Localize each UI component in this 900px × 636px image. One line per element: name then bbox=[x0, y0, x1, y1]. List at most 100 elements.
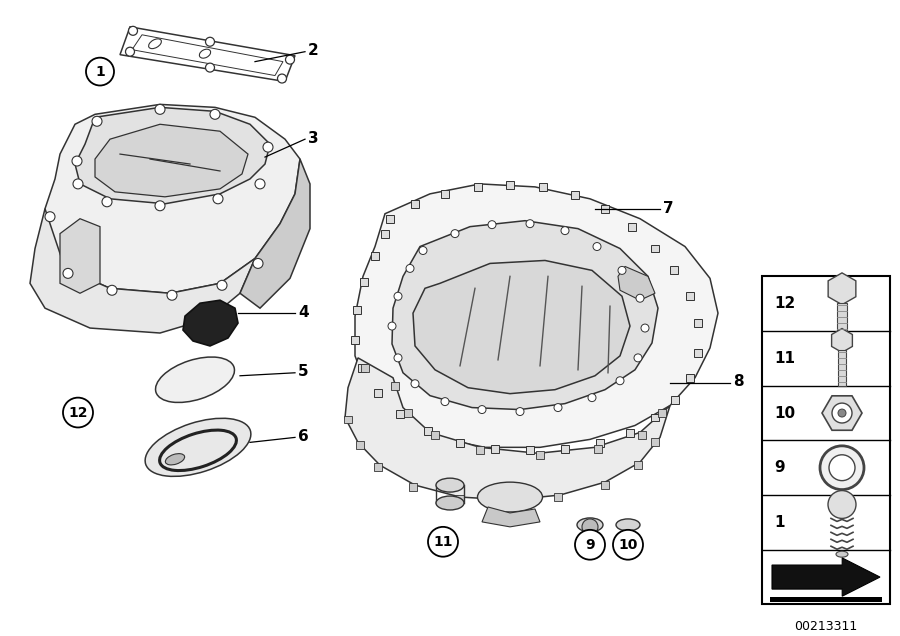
Ellipse shape bbox=[436, 478, 464, 492]
Polygon shape bbox=[618, 266, 655, 300]
Text: 00213311: 00213311 bbox=[795, 620, 858, 633]
Circle shape bbox=[616, 377, 624, 385]
Circle shape bbox=[277, 74, 286, 83]
Bar bbox=[594, 445, 602, 453]
Circle shape bbox=[575, 530, 605, 560]
Bar bbox=[491, 445, 499, 453]
Circle shape bbox=[641, 324, 649, 332]
Bar bbox=[374, 463, 382, 471]
Polygon shape bbox=[95, 124, 248, 197]
Polygon shape bbox=[355, 184, 718, 447]
Polygon shape bbox=[392, 221, 658, 410]
Bar bbox=[686, 374, 694, 382]
Bar bbox=[404, 408, 412, 417]
Text: 3: 3 bbox=[308, 130, 319, 146]
Circle shape bbox=[92, 116, 102, 127]
Text: 10: 10 bbox=[774, 406, 795, 420]
Circle shape bbox=[155, 201, 165, 211]
Polygon shape bbox=[60, 219, 100, 293]
Polygon shape bbox=[832, 329, 852, 352]
Bar bbox=[837, 303, 847, 335]
Ellipse shape bbox=[156, 357, 235, 403]
Bar bbox=[360, 279, 368, 286]
Text: 6: 6 bbox=[298, 429, 309, 444]
Bar bbox=[670, 266, 678, 274]
Bar bbox=[391, 382, 399, 390]
Bar bbox=[344, 415, 352, 424]
Bar bbox=[571, 191, 579, 199]
Circle shape bbox=[205, 63, 214, 72]
Circle shape bbox=[388, 322, 396, 330]
Bar bbox=[431, 431, 439, 439]
Bar bbox=[686, 293, 694, 300]
Ellipse shape bbox=[577, 518, 603, 532]
Circle shape bbox=[588, 394, 596, 401]
Bar bbox=[371, 252, 379, 261]
Bar bbox=[626, 429, 634, 438]
Circle shape bbox=[618, 266, 626, 274]
Circle shape bbox=[613, 530, 643, 560]
Bar bbox=[396, 410, 404, 417]
Circle shape bbox=[829, 455, 855, 481]
Ellipse shape bbox=[478, 482, 543, 512]
Circle shape bbox=[554, 404, 562, 411]
Circle shape bbox=[107, 286, 117, 295]
Polygon shape bbox=[482, 507, 540, 527]
Bar bbox=[634, 461, 642, 469]
Bar bbox=[374, 389, 382, 397]
Circle shape bbox=[526, 219, 534, 228]
Circle shape bbox=[213, 194, 223, 204]
Circle shape bbox=[561, 226, 569, 235]
Circle shape bbox=[516, 408, 524, 415]
Circle shape bbox=[820, 446, 864, 490]
Text: 9: 9 bbox=[585, 538, 595, 552]
Bar bbox=[694, 349, 702, 357]
Text: 9: 9 bbox=[774, 460, 785, 475]
Text: 4: 4 bbox=[298, 305, 309, 320]
Circle shape bbox=[102, 197, 112, 207]
Bar bbox=[554, 493, 562, 501]
Circle shape bbox=[129, 26, 138, 35]
Text: 11: 11 bbox=[774, 351, 795, 366]
Polygon shape bbox=[183, 300, 238, 346]
Circle shape bbox=[205, 38, 214, 46]
Bar bbox=[381, 230, 389, 238]
Bar bbox=[353, 306, 361, 314]
Polygon shape bbox=[240, 159, 310, 308]
Circle shape bbox=[263, 142, 273, 152]
Circle shape bbox=[155, 104, 165, 114]
Circle shape bbox=[488, 221, 496, 228]
Bar bbox=[694, 319, 702, 327]
Polygon shape bbox=[345, 358, 670, 500]
Bar bbox=[651, 438, 659, 446]
Bar bbox=[762, 277, 890, 604]
Bar bbox=[561, 445, 569, 453]
Bar bbox=[361, 364, 369, 372]
Circle shape bbox=[828, 490, 856, 518]
Bar bbox=[838, 350, 846, 386]
Bar bbox=[441, 190, 449, 198]
Circle shape bbox=[593, 242, 601, 251]
Circle shape bbox=[73, 179, 83, 189]
Text: 1: 1 bbox=[774, 515, 785, 530]
Circle shape bbox=[428, 527, 458, 556]
Circle shape bbox=[125, 47, 134, 56]
Circle shape bbox=[634, 354, 642, 362]
Circle shape bbox=[72, 156, 82, 166]
Bar bbox=[651, 245, 659, 252]
Circle shape bbox=[441, 398, 449, 406]
Text: 11: 11 bbox=[433, 535, 453, 549]
Circle shape bbox=[451, 230, 459, 238]
Bar bbox=[456, 439, 464, 447]
Text: 12: 12 bbox=[774, 296, 796, 311]
Text: 8: 8 bbox=[733, 374, 743, 389]
Bar bbox=[658, 408, 666, 417]
Polygon shape bbox=[45, 104, 300, 293]
Ellipse shape bbox=[145, 418, 251, 476]
Text: 2: 2 bbox=[308, 43, 319, 59]
Polygon shape bbox=[822, 396, 862, 431]
Circle shape bbox=[86, 58, 114, 85]
Bar bbox=[386, 215, 394, 223]
Circle shape bbox=[394, 354, 402, 362]
Bar bbox=[601, 481, 609, 489]
